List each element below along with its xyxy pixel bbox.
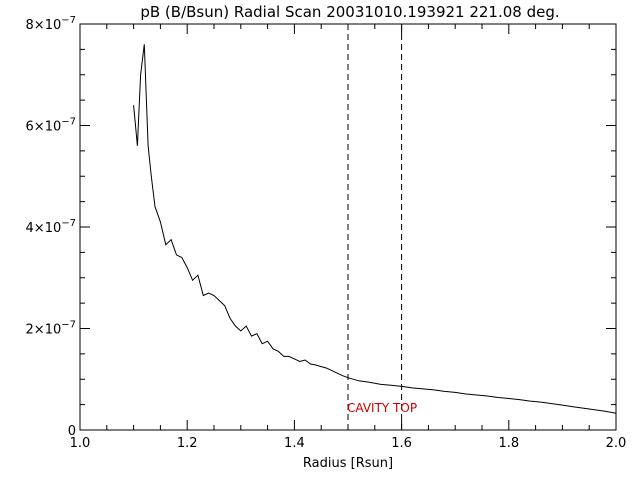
y-tick-label: 2×10−7 (26, 320, 76, 338)
pb-series-line (133, 44, 617, 414)
cavity-top-annotation: CAVITY TOP (347, 401, 417, 415)
x-tick-label: 2.0 (606, 436, 627, 451)
cavity-marker-lines (347, 24, 403, 430)
y-tick-exponent: −7 (61, 320, 76, 331)
y-tick-label: 6×10−7 (26, 117, 76, 135)
y-tick-exponent: −7 (61, 218, 76, 229)
x-tick-labels: 1.0 1.2 1.4 1.6 1.8 2.0 (70, 436, 627, 451)
x-tick-label: 1.4 (284, 436, 305, 451)
y-tick-exponent: −7 (61, 15, 76, 26)
x-tick-label: 1.6 (391, 436, 412, 451)
x-tick-label: 1.0 (70, 436, 91, 451)
x-tick-label: 1.8 (498, 436, 519, 451)
y-tick-label: 0 (68, 424, 76, 439)
chart-title: pB (B/Bsun) Radial Scan 20031010.193921 … (140, 3, 559, 21)
x-tick-label: 1.2 (177, 436, 198, 451)
x-axis-title: Radius [Rsun] (303, 456, 393, 471)
y-tick-labels: 0 2×10−7 4×10−7 6×10−7 8×10−7 (26, 15, 76, 439)
y-tick-label: 8×10−7 (26, 15, 76, 33)
y-tick-label: 4×10−7 (26, 218, 76, 236)
y-tick-exponent: −7 (61, 117, 76, 128)
